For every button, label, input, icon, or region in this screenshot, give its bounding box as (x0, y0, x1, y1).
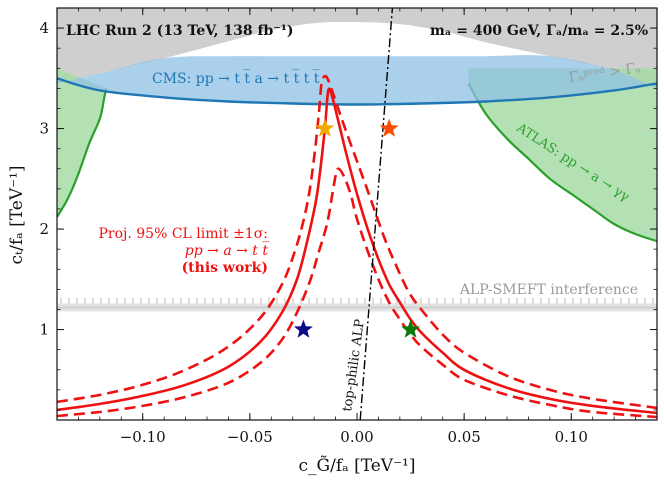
projection-label-line3: (this work) (182, 260, 268, 276)
x-tick-label: −0.10 (120, 428, 166, 446)
x-tick-label: 0.05 (447, 428, 480, 446)
y-axis-label: cₜ/fₐ [TeV⁻¹] (7, 165, 27, 264)
projection-label-line2: pp → a → t t̅ (185, 240, 269, 259)
x-tick-label: 0.00 (340, 428, 373, 446)
series-expected (57, 87, 657, 415)
series-plus-1-sigma (57, 74, 657, 410)
y-tick-label: 4 (39, 19, 49, 37)
benchmark-orange-star (315, 118, 335, 137)
benchmark-green-star (401, 319, 421, 338)
regions-layer (57, 8, 657, 312)
width-excluded-region (57, 8, 657, 89)
cms-excluded-region (57, 55, 657, 105)
x-tick-label: 0.10 (555, 428, 588, 446)
y-tick-label: 2 (39, 220, 49, 238)
y-tick-label: 3 (39, 120, 49, 138)
title-right: mₐ = 400 GeV, Γₐ/mₐ = 2.5% (430, 23, 648, 39)
benchmark-blue-star (293, 319, 313, 338)
series-layer (57, 7, 657, 420)
projection-label-line1: Proj. 95% CL limit ±1σ: (98, 226, 268, 242)
cms-boundary (57, 77, 657, 106)
atlas-excluded-region-left (57, 68, 107, 218)
x-axis-label: c_G̃/fₐ [TeV⁻¹] (299, 456, 416, 476)
y-tick-label: 1 (39, 321, 49, 339)
smeft-label: ALP-SMEFT interference (459, 282, 638, 298)
atlas-boundary-left (57, 88, 108, 218)
benchmark-red-star (379, 118, 399, 137)
title-left: LHC Run 2 (13 TeV, 138 fb⁻¹) (66, 23, 294, 39)
atlas-boundary-right (467, 82, 657, 243)
benchmark-layer (293, 118, 421, 338)
series-top-philic-alp (359, 7, 394, 420)
axes-layer: −0.10 −0.05 0.00 0.05 0.10 1 2 3 4 (39, 7, 658, 446)
atlas-excluded-region-right (468, 68, 657, 242)
cms-label: CMS: pp → t t̅ a → t t̅ t t̅ (152, 68, 320, 87)
x-tick-label: −0.05 (227, 428, 273, 446)
